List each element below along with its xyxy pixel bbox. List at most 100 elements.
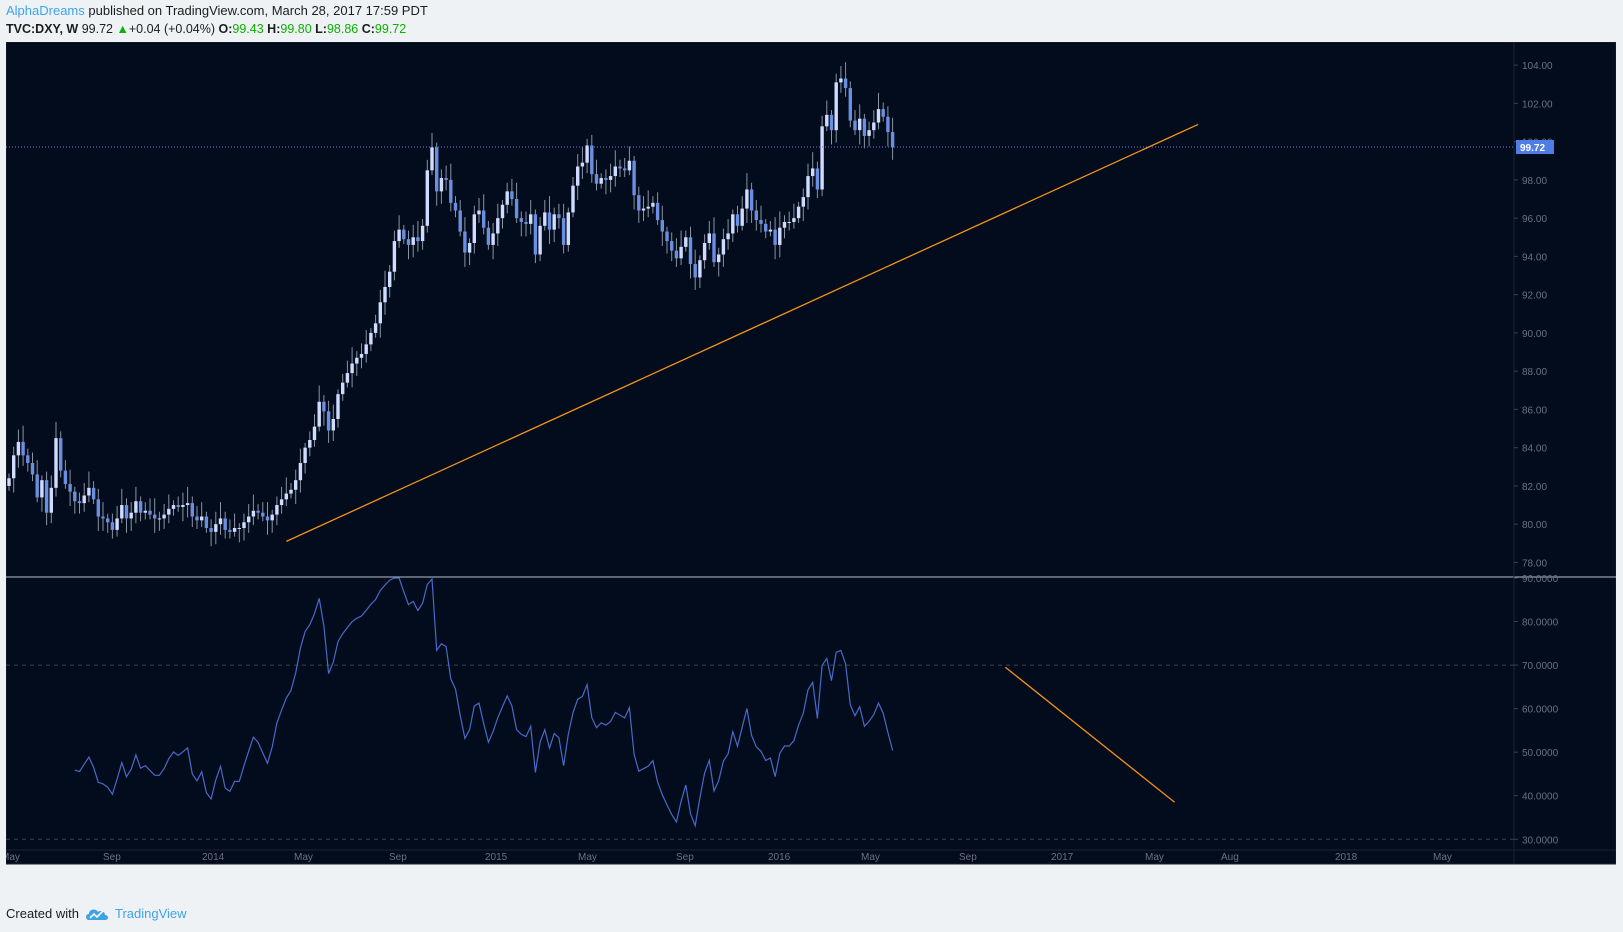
candle-body xyxy=(665,231,669,242)
candle-body xyxy=(768,229,773,232)
candle xyxy=(185,486,190,518)
candle xyxy=(435,142,439,206)
candle-body xyxy=(341,382,345,395)
candle xyxy=(176,496,180,512)
candle xyxy=(759,205,763,233)
candle-body xyxy=(373,323,378,333)
candle xyxy=(806,163,810,210)
candle xyxy=(322,395,326,426)
candle-body xyxy=(472,214,476,244)
candle xyxy=(500,199,505,229)
candle xyxy=(289,483,293,499)
candle xyxy=(566,207,570,252)
candle-body xyxy=(298,462,303,481)
candle-body xyxy=(557,214,561,219)
candle-body xyxy=(796,206,801,219)
candle-body xyxy=(209,528,213,532)
candle xyxy=(529,199,533,235)
candle-body xyxy=(406,239,411,245)
candle xyxy=(787,211,791,231)
candle-body xyxy=(872,122,876,131)
candle xyxy=(298,448,303,493)
candle xyxy=(486,221,491,250)
published-text: published on TradingView.com, March 28, … xyxy=(88,3,428,18)
candle-body xyxy=(848,88,852,121)
candle xyxy=(627,146,632,176)
candle-body xyxy=(773,229,777,245)
candle-body xyxy=(717,254,721,263)
time-tick-label: Sep xyxy=(676,852,694,863)
candle xyxy=(383,270,387,315)
candle xyxy=(623,157,627,178)
candle-body xyxy=(585,145,589,163)
candle-body xyxy=(120,505,124,519)
candle xyxy=(270,509,274,533)
candle-body xyxy=(876,109,881,123)
candle xyxy=(120,488,124,524)
candle xyxy=(745,173,749,223)
candle xyxy=(782,215,787,239)
candle xyxy=(881,102,885,122)
candle-body xyxy=(157,518,162,520)
candle xyxy=(496,203,500,246)
chart-svg[interactable]: 78.00 80.00 82.00 84.00 86.00 88.00 90.00 92.00… xyxy=(1,41,1617,896)
candle-body xyxy=(91,487,96,500)
time-axis: May Sep 2014 May Sep 2015 May Sep 2016 May Sep 2017… xyxy=(1,852,1452,863)
candle-body xyxy=(754,210,758,221)
up-arrow-icon: ▲ xyxy=(116,22,129,36)
candle-body xyxy=(256,510,260,513)
candle xyxy=(148,498,152,520)
candle xyxy=(251,494,256,526)
candle xyxy=(134,486,138,524)
candle xyxy=(232,513,237,537)
candle-body xyxy=(627,160,632,171)
tradingview-brand-link[interactable]: TradingView xyxy=(114,906,187,921)
candle xyxy=(378,289,382,338)
candle xyxy=(731,209,735,243)
candle xyxy=(872,110,876,139)
candle-body xyxy=(378,302,382,324)
candle-body xyxy=(477,210,481,215)
candle xyxy=(106,513,110,533)
candle xyxy=(30,452,35,482)
time-tick-label: May xyxy=(578,852,597,863)
candle-body xyxy=(811,168,815,177)
candle xyxy=(547,196,552,244)
candle-body xyxy=(124,505,129,519)
candle xyxy=(688,226,693,279)
candle-body xyxy=(458,210,462,232)
price-tick-label: 104.00 xyxy=(1522,61,1553,72)
candle xyxy=(40,475,44,512)
candle xyxy=(811,152,815,187)
candle xyxy=(143,502,147,520)
candle-body xyxy=(533,214,538,255)
candle-body xyxy=(439,177,444,192)
price-tick-label: 102.00 xyxy=(1522,99,1553,110)
candle xyxy=(834,73,838,143)
candle-body xyxy=(200,516,204,521)
candle xyxy=(858,104,862,145)
chart-area[interactable]: 78.00 80.00 82.00 84.00 86.00 88.00 90.00 92.00… xyxy=(1,41,1617,896)
candle xyxy=(247,504,251,533)
candle xyxy=(815,161,820,199)
candle xyxy=(660,205,664,246)
candle-body xyxy=(355,357,359,364)
candle-body xyxy=(59,438,63,471)
candle-body xyxy=(129,512,133,519)
time-tick-label: May xyxy=(1145,852,1164,863)
candle xyxy=(608,163,613,193)
candle xyxy=(543,199,547,231)
candle-body xyxy=(82,495,86,504)
candle xyxy=(796,201,801,223)
candle-body xyxy=(862,118,867,136)
candle xyxy=(801,188,805,222)
candle xyxy=(110,513,115,539)
candle-body xyxy=(16,441,21,456)
publish-line: AlphaDreams published on TradingView.com… xyxy=(6,2,428,20)
candle-body xyxy=(867,130,871,136)
candle-body xyxy=(726,233,730,240)
tradingview-cloud-icon[interactable] xyxy=(85,907,109,921)
author-link[interactable]: AlphaDreams xyxy=(6,3,85,18)
candle xyxy=(303,442,307,474)
price-tick-label: 78.00 xyxy=(1522,558,1547,569)
